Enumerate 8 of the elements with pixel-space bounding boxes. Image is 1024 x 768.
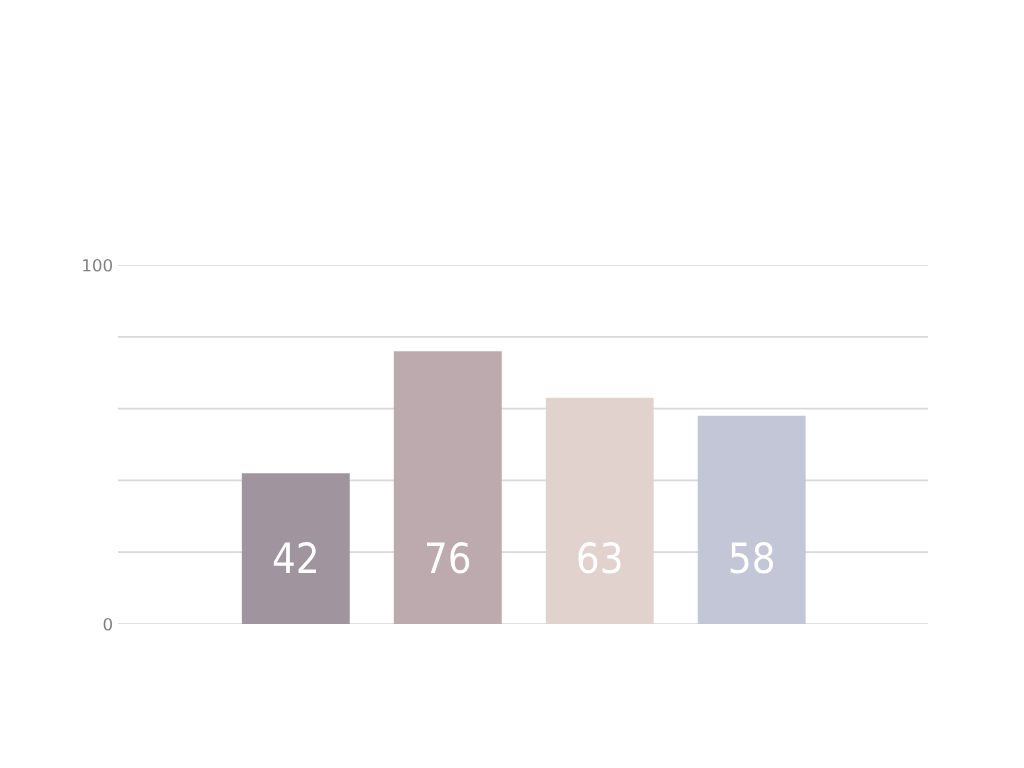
bar bbox=[697, 415, 806, 624]
bar bbox=[393, 351, 502, 624]
data-label: 58 bbox=[730, 542, 774, 574]
data-label: 76 bbox=[427, 542, 470, 574]
bar bbox=[241, 473, 350, 624]
y-tick-label: 0 bbox=[103, 617, 113, 631]
data-label: 42 bbox=[273, 542, 316, 573]
y-tick-label: 100 bbox=[83, 258, 113, 272]
